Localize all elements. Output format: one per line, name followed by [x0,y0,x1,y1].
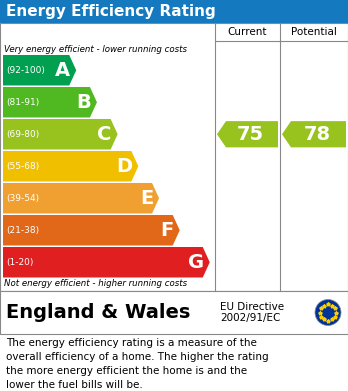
Circle shape [315,300,341,325]
Text: 75: 75 [237,125,264,144]
Text: E: E [140,189,153,208]
Text: 78: 78 [303,125,331,144]
Text: D: D [116,157,132,176]
Text: Potential: Potential [291,27,337,37]
Text: (39-54): (39-54) [6,194,39,203]
Polygon shape [3,119,118,149]
Text: Energy Efficiency Rating: Energy Efficiency Rating [6,4,216,19]
Text: F: F [160,221,174,240]
Text: England & Wales: England & Wales [6,303,190,322]
Text: G: G [188,253,204,272]
Text: (69-80): (69-80) [6,130,39,139]
Text: Very energy efficient - lower running costs: Very energy efficient - lower running co… [4,45,187,54]
Polygon shape [217,121,278,147]
Text: EU Directive: EU Directive [220,303,284,312]
Text: The energy efficiency rating is a measure of the
overall efficiency of a home. T: The energy efficiency rating is a measur… [6,338,269,390]
Text: (1-20): (1-20) [6,258,33,267]
Text: (92-100): (92-100) [6,66,45,75]
Bar [0,23,348,291]
Polygon shape [282,121,346,147]
Text: (81-91): (81-91) [6,98,39,107]
Text: 2002/91/EC: 2002/91/EC [220,314,280,323]
Polygon shape [3,247,210,278]
Text: A: A [55,61,70,80]
Text: (55-68): (55-68) [6,162,39,171]
Polygon shape [3,55,76,86]
Text: C: C [97,125,112,144]
Polygon shape [3,183,159,213]
Text: (21-38): (21-38) [6,226,39,235]
Polygon shape [3,215,180,246]
Text: Not energy efficient - higher running costs: Not energy efficient - higher running co… [4,280,187,289]
Polygon shape [3,87,97,118]
Text: B: B [76,93,91,112]
Text: Current: Current [228,27,267,37]
Bar [0,291,348,334]
Bar [0,0,348,23]
Polygon shape [3,151,139,181]
